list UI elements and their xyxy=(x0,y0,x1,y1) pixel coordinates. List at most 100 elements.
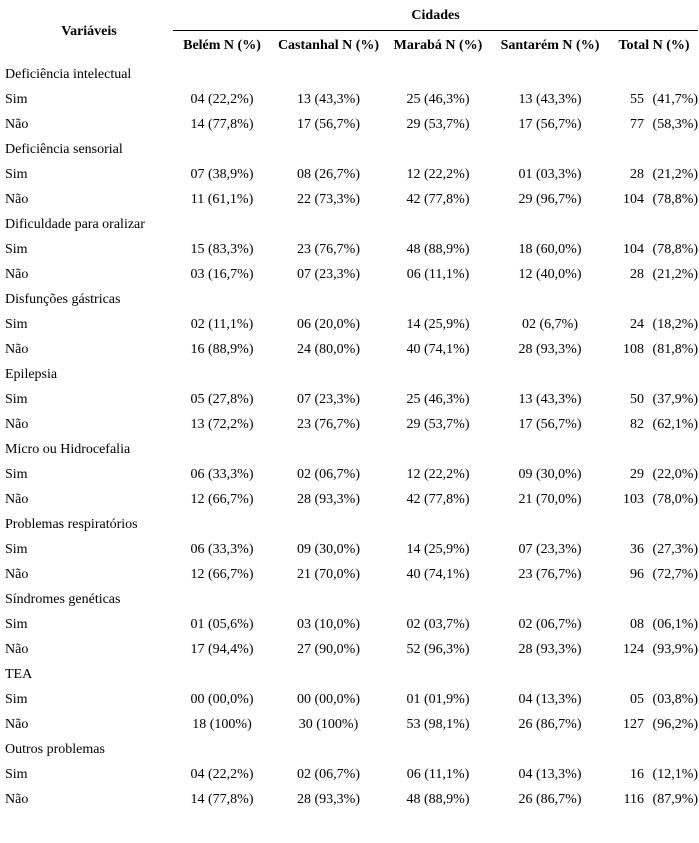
cell-santarem: 04 (13,3%) xyxy=(518,691,582,707)
data-row: Sim 15 (83,3%) 23 (76,7%) 48 (88,9%) 18 (60,… xyxy=(5,237,698,262)
cell-castanhal: 24 (80,0%) xyxy=(297,341,360,357)
cell-santarem: 13 (43,3%) xyxy=(518,391,582,407)
cell-maraba: 29 (53,7%) xyxy=(406,416,470,432)
row-label: Sim xyxy=(5,691,28,707)
cell-total-n: 77 xyxy=(630,116,644,132)
variable-group-row: TEA xyxy=(5,662,698,687)
variable-group-row: Micro ou Hidrocefalia xyxy=(5,437,698,462)
data-row: Não 16 (88,9%) 24 (80,0%) 40 (74,1%) 28 (93,… xyxy=(5,337,698,362)
cell-total-n: 108 xyxy=(623,341,644,357)
variable-group-row: Outros problemas xyxy=(5,737,698,762)
cell-santarem: 17 (56,7%) xyxy=(518,416,582,432)
cell-total-pct: (27,3%) xyxy=(652,541,699,557)
variables-column-header: Variáveis xyxy=(61,24,117,39)
cell-belem: 17 (94,4%) xyxy=(190,641,254,657)
row-label: Não xyxy=(5,716,29,732)
cell-santarem: 02 (6,7%) xyxy=(522,316,578,332)
cell-belem: 11 (61,1%) xyxy=(190,191,254,207)
row-label: Sim xyxy=(5,91,28,107)
cell-total-pct: (18,2%) xyxy=(652,316,699,332)
cell-total-n: 127 xyxy=(623,716,644,732)
data-row: Sim 04 (22,2%) 02 (06,7%) 06 (11,1%) 04 (13,… xyxy=(5,762,698,787)
variable-group-row: Deficiência intelectual xyxy=(5,62,698,87)
cell-total-pct: (78,0%) xyxy=(652,491,699,507)
cell-belem: 00 (00,0%) xyxy=(190,691,254,707)
cell-castanhal: 21 (70,0%) xyxy=(297,566,360,582)
cell-belem: 13 (72,2%) xyxy=(190,416,254,432)
column-header-maraba: Marabá N (%) xyxy=(393,38,483,54)
data-row: Sim 04 (22,2%) 13 (43,3%) 25 (46,3%) 13 (43,… xyxy=(5,87,698,112)
cell-total-pct: (37,9%) xyxy=(652,391,699,407)
cell-belem: 07 (38,9%) xyxy=(190,166,254,182)
data-row: Não 17 (94,4%) 27 (90,0%) 52 (96,3%) 28 (93,… xyxy=(5,637,698,662)
cell-total-n: 28 xyxy=(630,266,644,282)
row-label: Não xyxy=(5,191,29,207)
cell-maraba: 06 (11,1%) xyxy=(406,266,470,282)
cell-santarem: 17 (56,7%) xyxy=(518,116,582,132)
cell-castanhal: 06 (20,0%) xyxy=(297,316,360,332)
cell-santarem: 26 (86,7%) xyxy=(518,716,582,732)
cell-santarem: 29 (96,7%) xyxy=(518,191,582,207)
cell-castanhal: 23 (76,7%) xyxy=(297,416,360,432)
cell-maraba: 25 (46,3%) xyxy=(406,91,470,107)
data-row: Sim 06 (33,3%) 02 (06,7%) 12 (22,2%) 09 (30,… xyxy=(5,462,698,487)
cell-belem: 14 (77,8%) xyxy=(190,116,254,132)
cell-belem: 05 (27,8%) xyxy=(190,391,254,407)
cell-castanhal: 07 (23,3%) xyxy=(297,391,360,407)
prevalence-by-city-table: Variáveis Cidades Belém N (%) Castanhal … xyxy=(5,2,699,812)
cell-belem: 18 (100%) xyxy=(192,716,252,732)
cell-maraba: 52 (96,3%) xyxy=(406,641,470,657)
row-label: Sim xyxy=(5,616,28,632)
cell-maraba: 40 (74,1%) xyxy=(406,566,470,582)
cell-total-pct: (41,7%) xyxy=(652,91,699,107)
cell-total-pct: (81,8%) xyxy=(652,341,699,357)
cell-total-n: 05 xyxy=(630,691,644,707)
variable-group-row: Disfunções gástricas xyxy=(5,287,698,312)
row-label: Sim xyxy=(5,766,28,782)
cell-belem: 03 (16,7%) xyxy=(190,266,254,282)
table-body: Deficiência intelectual Sim 04 (22,2%) 13 (… xyxy=(5,62,698,812)
cell-castanhal: 17 (56,7%) xyxy=(297,116,360,132)
row-label: Sim xyxy=(5,466,28,482)
row-label: Sim xyxy=(5,241,28,257)
cell-belem: 12 (66,7%) xyxy=(190,566,254,582)
data-row: Sim 00 (00,0%) 00 (00,0%) 01 (01,9%) 04 (13,… xyxy=(5,687,698,712)
cell-total-n: 29 xyxy=(630,466,644,482)
data-row: Sim 07 (38,9%) 08 (26,7%) 12 (22,2%) 01 (03,… xyxy=(5,162,698,187)
cell-maraba: 29 (53,7%) xyxy=(406,116,470,132)
cell-total-pct: (87,9%) xyxy=(652,791,699,807)
row-label: Não xyxy=(5,341,29,357)
data-row: Não 18 (100%) 30 (100%) 53 (98,1%) 26 (86,7%… xyxy=(5,712,698,737)
variable-group-label: Deficiência intelectual xyxy=(5,66,132,82)
cell-maraba: 06 (11,1%) xyxy=(406,766,470,782)
cell-belem: 02 (11,1%) xyxy=(190,316,254,332)
cell-maraba: 40 (74,1%) xyxy=(406,341,470,357)
cell-santarem: 28 (93,3%) xyxy=(518,341,582,357)
row-label: Não xyxy=(5,491,29,507)
row-label: Não xyxy=(5,116,29,132)
cell-santarem: 18 (60,0%) xyxy=(518,241,582,257)
data-row: Não 13 (72,2%) 23 (76,7%) 29 (53,7%) 17 (56,… xyxy=(5,412,698,437)
column-header-belem: Belém N (%) xyxy=(183,38,261,54)
cell-total-pct: (78,8%) xyxy=(652,241,699,257)
cell-santarem: 02 (06,7%) xyxy=(518,616,582,632)
cell-castanhal: 03 (10,0%) xyxy=(297,616,360,632)
cell-castanhal: 07 (23,3%) xyxy=(297,266,360,282)
row-label: Não xyxy=(5,266,29,282)
cell-total-pct: (96,2%) xyxy=(652,716,699,732)
cell-total-n: 96 xyxy=(630,566,644,582)
cell-maraba: 25 (46,3%) xyxy=(406,391,470,407)
cell-castanhal: 22 (73,3%) xyxy=(297,191,360,207)
data-row: Sim 01 (05,6%) 03 (10,0%) 02 (03,7%) 02 (06,… xyxy=(5,612,698,637)
cell-castanhal: 30 (100%) xyxy=(298,716,359,732)
cell-castanhal: 02 (06,7%) xyxy=(297,466,360,482)
cell-castanhal: 23 (76,7%) xyxy=(297,241,360,257)
cell-total-pct: (58,3%) xyxy=(652,116,699,132)
cell-maraba: 14 (25,9%) xyxy=(406,541,470,557)
cell-belem: 16 (88,9%) xyxy=(190,341,254,357)
cell-belem: 12 (66,7%) xyxy=(190,491,254,507)
variable-group-label: Deficiência sensorial xyxy=(5,141,123,157)
cell-castanhal: 02 (06,7%) xyxy=(297,766,360,782)
cell-maraba: 48 (88,9%) xyxy=(406,241,470,257)
variable-group-label: Micro ou Hidrocefalia xyxy=(5,441,131,457)
